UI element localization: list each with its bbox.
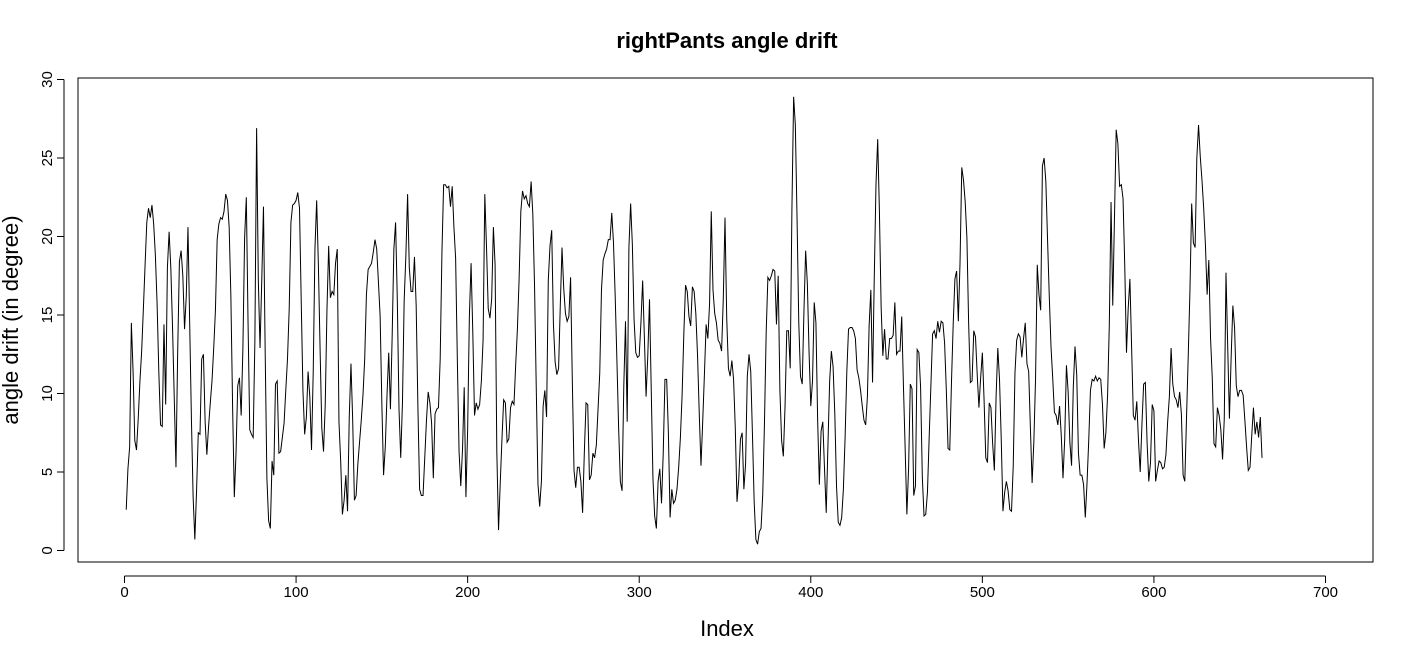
y-tick-label: 30 — [39, 71, 56, 88]
y-tick-label: 5 — [39, 468, 56, 476]
x-axis: 0 100 200 300 400 500 600 700 — [120, 575, 1338, 601]
x-tick-label: 100 — [284, 584, 309, 601]
y-axis: 0 5 10 15 20 25 30 — [39, 71, 65, 555]
y-tick-label: 20 — [39, 228, 56, 245]
x-axis-label: Index — [700, 616, 754, 641]
y-tick-label: 10 — [39, 385, 56, 402]
x-tick-label: 500 — [970, 584, 995, 601]
x-tick-label: 700 — [1313, 584, 1338, 601]
y-axis-label: angle drift (in degree) — [0, 215, 23, 424]
y-tick-label: 0 — [39, 546, 56, 554]
series-line-angle-drift — [125, 96, 1263, 545]
x-tick-label: 300 — [627, 584, 652, 601]
plot-area-frame — [77, 77, 1374, 563]
x-tick-label: 0 — [120, 584, 128, 601]
y-tick-label: 25 — [39, 150, 56, 167]
chart-title: rightPants angle drift — [616, 28, 838, 53]
y-tick-label: 15 — [39, 307, 56, 324]
x-tick-label: 200 — [455, 584, 480, 601]
x-tick-label: 600 — [1141, 584, 1166, 601]
x-tick-label: 400 — [798, 584, 823, 601]
